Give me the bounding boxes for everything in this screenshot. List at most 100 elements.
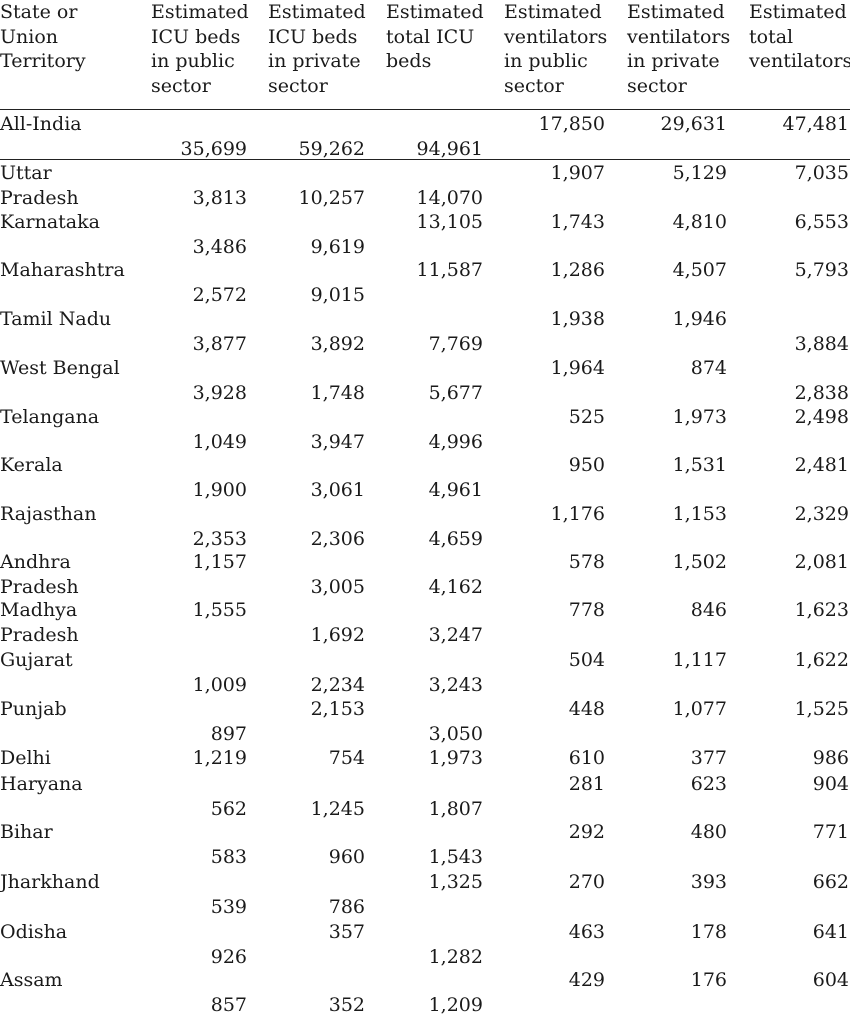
cell-icu-total: 14,070 [416, 187, 483, 209]
cell-vent-total: 3,884 [794, 333, 849, 355]
cell-icu-private: 2,234 [310, 674, 365, 696]
cell-icu-public: 1,900 [192, 479, 247, 501]
cell-icu-public: 35,699 [180, 138, 247, 160]
cell-icu-total: 1,325 [428, 871, 483, 893]
state-name: Telangana [0, 405, 99, 430]
header-icu-private: Estimated ICU beds in private sector [268, 1, 366, 97]
state-name: Punjab [0, 697, 67, 722]
cell-vent-private: 874 [690, 357, 727, 379]
cell-vent-public: 1,286 [550, 259, 605, 281]
cell-vent-public: 950 [568, 454, 605, 476]
cell-icu-private: 1,245 [310, 798, 365, 820]
cell-vent-total: 2,081 [794, 551, 849, 573]
state-name-line: Bihar [0, 821, 53, 843]
cell-icu-private: 2,153 [310, 698, 365, 720]
state-name-line: Tamil Nadu [0, 308, 112, 330]
cell-icu-public: 3,877 [192, 333, 247, 355]
cell-vent-public: 778 [568, 599, 605, 621]
cell-vent-private: 178 [690, 921, 727, 943]
cell-icu-total: 94,961 [416, 138, 483, 160]
cell-icu-private: 3,005 [310, 576, 365, 598]
cell-vent-public: 578 [568, 551, 605, 573]
cell-vent-total: 7,035 [794, 162, 849, 184]
cell-icu-public: 1,555 [192, 599, 247, 621]
cell-vent-total: 5,793 [794, 259, 849, 281]
cell-icu-total: 13,105 [416, 211, 483, 233]
cell-icu-public: 562 [210, 798, 247, 820]
state-name: Odisha [0, 920, 67, 945]
cell-icu-total: 1,973 [428, 747, 483, 769]
cell-vent-total: 604 [812, 969, 849, 991]
cell-icu-total: 11,587 [416, 259, 483, 281]
header-state: State or Union Territory [0, 1, 86, 72]
cell-vent-private: 1,077 [672, 698, 727, 720]
cell-vent-private: 480 [690, 821, 727, 843]
state-name: Haryana [0, 772, 83, 797]
cell-vent-total: 904 [812, 773, 849, 795]
cell-icu-private: 352 [328, 994, 365, 1016]
state-name: All-India [0, 112, 82, 137]
cell-vent-public: 463 [568, 921, 605, 943]
cell-icu-total: 1,282 [428, 946, 483, 968]
state-name-line: Telangana [0, 406, 100, 428]
cell-icu-private: 10,257 [298, 187, 365, 209]
cell-icu-public: 1,219 [192, 747, 247, 769]
header-vent-total: Estimated total ventilators [749, 1, 850, 72]
cell-vent-public: 504 [568, 649, 605, 671]
cell-vent-total: 1,623 [794, 599, 849, 621]
state-name: Andhra Pradesh [0, 550, 79, 600]
cell-icu-total: 5,677 [428, 382, 483, 404]
cell-icu-total: 3,243 [428, 674, 483, 696]
cell-vent-public: 1,176 [550, 503, 605, 525]
cell-icu-private: 786 [328, 896, 365, 918]
cell-icu-total: 3,050 [428, 723, 483, 745]
cell-icu-private: 9,619 [310, 236, 365, 258]
state-name-line: Jharkhand [0, 871, 100, 893]
cell-vent-total: 6,553 [794, 211, 849, 233]
cell-vent-private: 1,973 [672, 406, 727, 428]
cell-vent-public: 292 [568, 821, 605, 843]
state-name-line: Karnataka [0, 211, 100, 233]
cell-icu-total: 4,659 [428, 528, 483, 550]
cell-vent-private: 1,946 [672, 308, 727, 330]
cell-icu-public: 926 [210, 946, 247, 968]
state-name: Tamil Nadu [0, 307, 111, 332]
cell-vent-public: 525 [568, 406, 605, 428]
cell-icu-public: 3,486 [192, 236, 247, 258]
cell-vent-public: 429 [568, 969, 605, 991]
cell-icu-private: 754 [328, 747, 365, 769]
cell-vent-total: 2,498 [794, 406, 849, 428]
state-name: West Bengal [0, 356, 120, 381]
state-name: Kerala [0, 453, 63, 478]
state-name-line: Kerala [0, 454, 63, 476]
state-name: Madhya Pradesh [0, 598, 79, 648]
cell-vent-private: 1,502 [672, 551, 727, 573]
cell-icu-public: 897 [210, 723, 247, 745]
cell-icu-private: 3,892 [310, 333, 365, 355]
cell-vent-total: 1,525 [794, 698, 849, 720]
all-india-divider [0, 159, 850, 160]
cell-vent-private: 1,153 [672, 503, 727, 525]
state-name-line: Madhya [0, 599, 78, 621]
state-name-line: Punjab [0, 698, 67, 720]
state-name: Delhi [0, 746, 51, 771]
state-name: Bihar [0, 820, 53, 845]
cell-icu-total: 1,807 [428, 798, 483, 820]
cell-icu-private: 59,262 [298, 138, 365, 160]
cell-vent-public: 281 [568, 773, 605, 795]
state-name-line: Haryana [0, 773, 83, 795]
state-name-line: Andhra [0, 551, 71, 573]
cell-vent-private: 393 [690, 871, 727, 893]
cell-vent-private: 846 [690, 599, 727, 621]
cell-icu-private: 3,947 [310, 431, 365, 453]
cell-vent-private: 176 [690, 969, 727, 991]
header-vent-private: Estimated ventilators in private sector [627, 1, 731, 97]
header-vent-public: Estimated ventilators in public sector [504, 1, 608, 97]
cell-vent-total: 1,622 [794, 649, 849, 671]
state-name-line: Rajasthan [0, 503, 97, 525]
header-icu-public: Estimated ICU beds in public sector [151, 1, 249, 97]
state-name-line: Delhi [0, 747, 51, 769]
cell-vent-public: 17,850 [538, 113, 605, 135]
cell-vent-private: 1,531 [672, 454, 727, 476]
state-name: Jharkhand [0, 870, 100, 895]
